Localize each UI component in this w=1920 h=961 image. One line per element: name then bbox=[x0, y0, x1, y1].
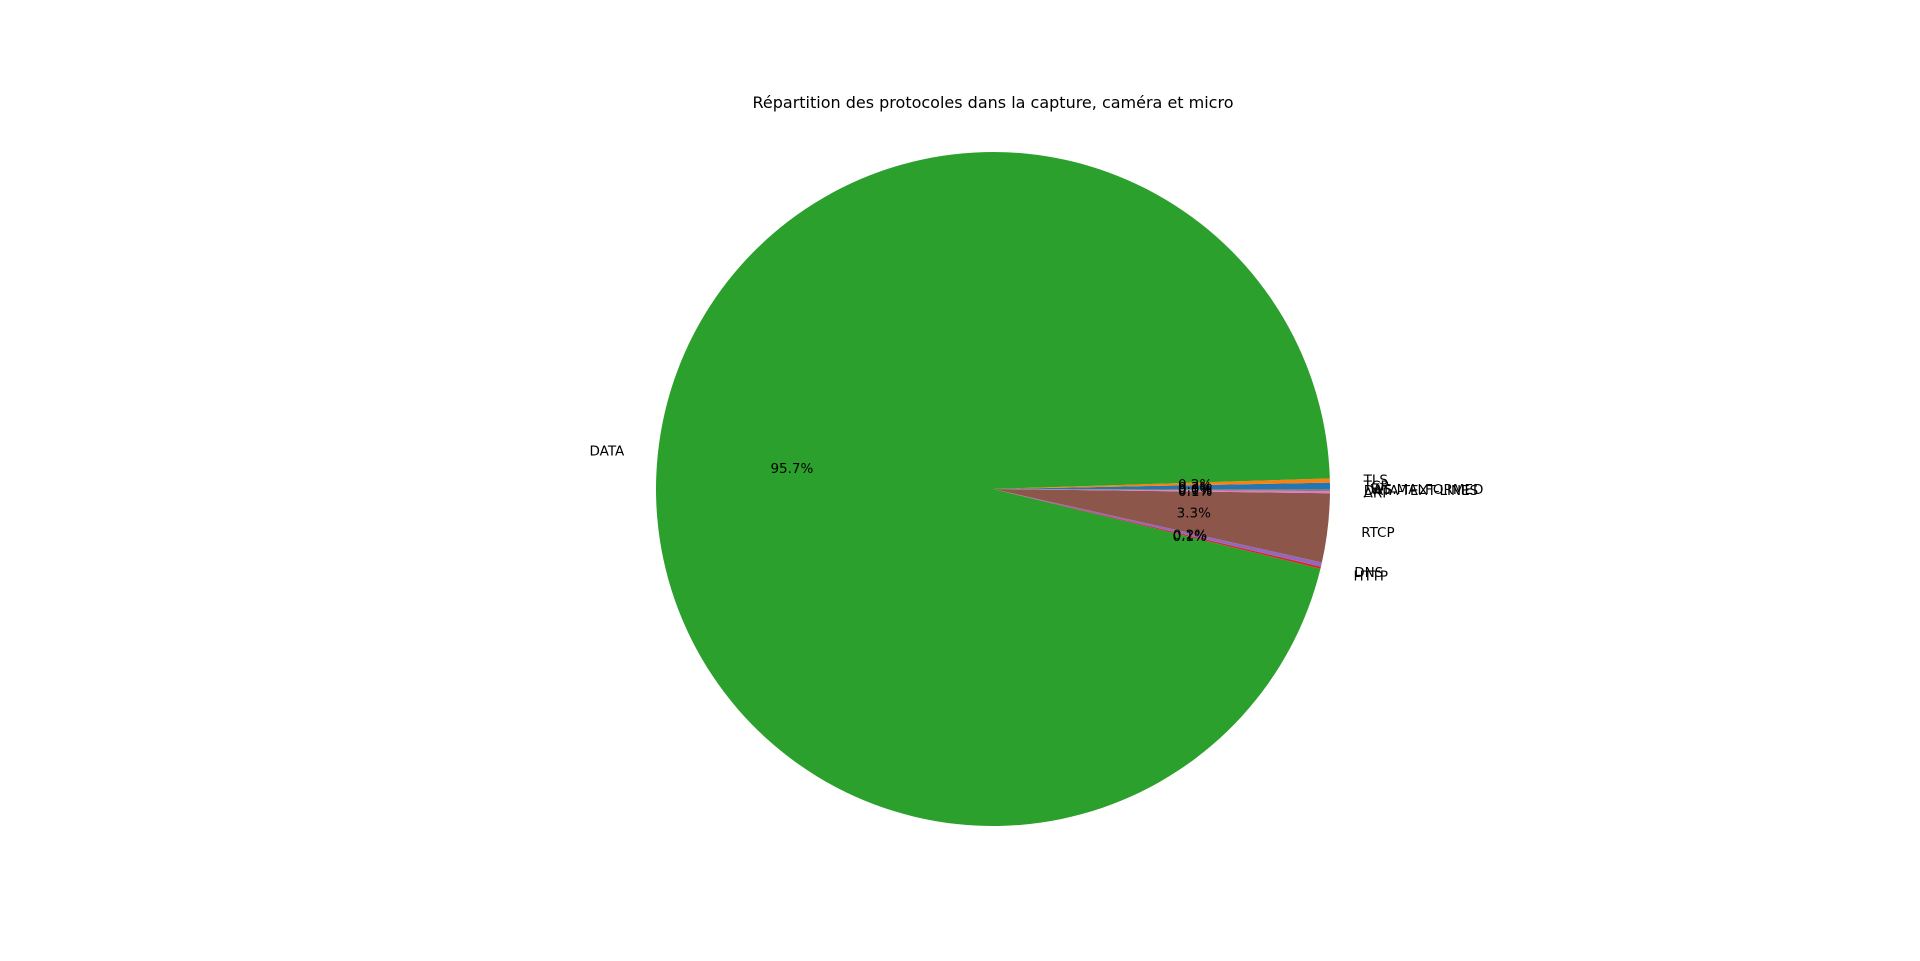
pie-slice-arp bbox=[993, 489, 1330, 494]
percent-label-data: 95.7% bbox=[770, 461, 813, 477]
pie-slices bbox=[656, 151, 1330, 826]
percent-label-http: 0.1% bbox=[1172, 529, 1206, 545]
percent-label-dns: 0.2% bbox=[1173, 527, 1207, 543]
pie-slice-rtcp bbox=[993, 489, 1330, 563]
percent-label-data-text-lines: 0.1% bbox=[1178, 483, 1212, 499]
slice-label-http: HTTP bbox=[1353, 569, 1388, 585]
pie-slice-http bbox=[993, 489, 1321, 569]
pie-slice-tls bbox=[993, 478, 1330, 489]
pie-slice-tcp bbox=[993, 482, 1330, 489]
slice-label-data-text-lines: DATA-TEXT-LINES bbox=[1364, 483, 1478, 499]
slice-label-tls: TLS bbox=[1363, 473, 1388, 489]
slice-label-tcp: TCP bbox=[1363, 479, 1389, 495]
percent-label-rtcp: 3.3% bbox=[1177, 505, 1211, 521]
chart-title: Répartition des protocoles dans la captu… bbox=[752, 93, 1233, 112]
pie-slice-data bbox=[656, 151, 1330, 826]
slice-label-ws-malformed: _WS.MALFORMED bbox=[1363, 482, 1484, 498]
pie-slice-dns bbox=[993, 489, 1322, 567]
percent-labels: 0.3%0.2%95.7%0.1%0.2%3.3%0.1%0.1%0.0% bbox=[770, 461, 1212, 545]
percent-label-arp: 0.1% bbox=[1178, 484, 1212, 500]
percent-label-ws-malformed: 0.0% bbox=[1178, 482, 1212, 498]
slice-label-data: DATA bbox=[590, 444, 626, 460]
slice-label-arp: ARP bbox=[1364, 485, 1391, 501]
percent-label-tls: 0.2% bbox=[1178, 477, 1212, 493]
slice-label-rtcp: RTCP bbox=[1361, 525, 1394, 541]
slice-label-dns: DNS bbox=[1354, 565, 1383, 581]
pie-slice-data-text-lines bbox=[993, 489, 1330, 492]
percent-label-tcp: 0.3% bbox=[1178, 480, 1212, 496]
